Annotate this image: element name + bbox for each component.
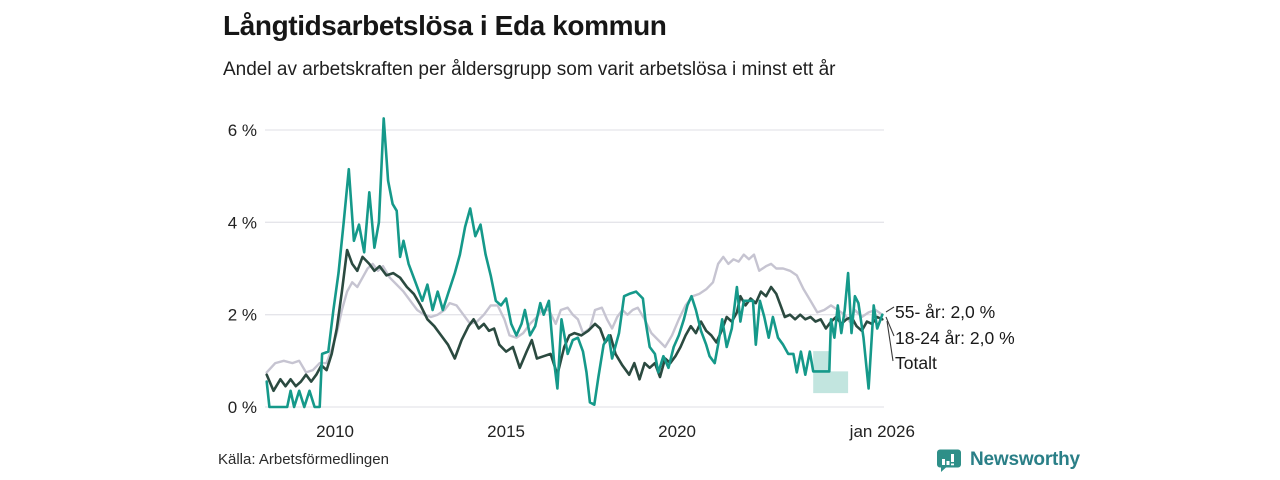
y-axis-tick-label: 2 %: [228, 306, 257, 325]
x-axis-tick-label: 2015: [487, 422, 525, 441]
annotation-leader-line: [886, 320, 894, 362]
x-axis-tick-label: 2020: [658, 422, 696, 441]
x-axis-tick-label: jan 2026: [849, 422, 915, 441]
uncertainty-band: [813, 351, 849, 394]
annotation-leader-line: [885, 306, 895, 313]
series-label-55-plus: 55- år: 2,0 %: [895, 302, 996, 322]
series-line-totalt: [265, 248, 884, 393]
chart-subtitle: Andel av arbetskraften per åldersgrupp s…: [223, 59, 836, 80]
annotation-leader-line: [885, 316, 895, 337]
newsworthy-logo: Newsworthy: [935, 446, 1080, 473]
page-title: Långtidsarbetslösa i Eda kommun: [223, 10, 667, 41]
x-axis-tick-label: 2010: [316, 422, 354, 441]
y-axis-tick-label: 4 %: [228, 213, 257, 232]
newsworthy-wordmark: Newsworthy: [970, 448, 1080, 470]
y-axis-tick-label: 6 %: [228, 121, 257, 140]
series-label-18-24: 18-24 år: 2,0 %: [895, 328, 1015, 348]
source-note: Källa: Arbetsförmedlingen: [218, 451, 389, 468]
series-label-total: Totalt: [895, 353, 937, 373]
newsworthy-bar-chart-icon: [937, 449, 961, 472]
series-line-18-24-r: [265, 117, 884, 409]
y-axis-tick-label: 0 %: [228, 398, 257, 417]
